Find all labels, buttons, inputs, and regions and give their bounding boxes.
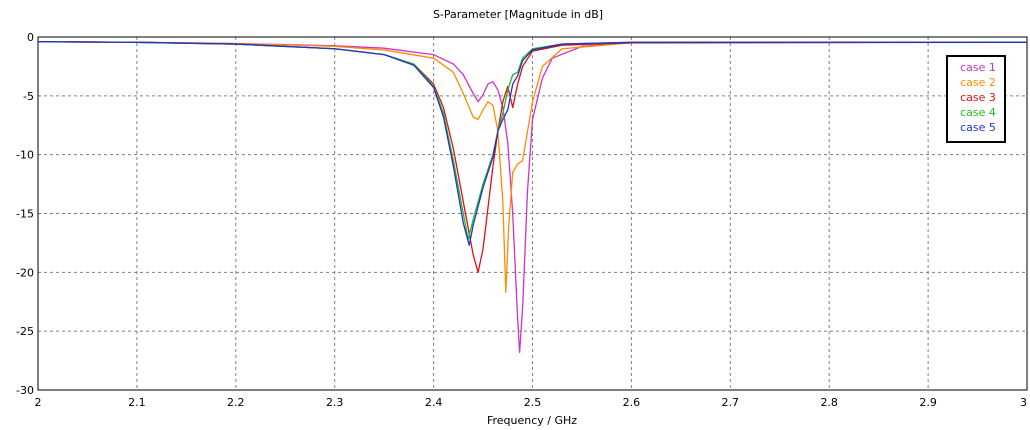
- y-tick-label: -20: [16, 266, 34, 279]
- x-tick-label: 2.8: [820, 396, 838, 409]
- y-tick-labels: 0 -5 -10 -15 -20 -25 -30: [16, 31, 34, 397]
- series-line-case-5: [37, 41, 1027, 246]
- x-tick-label: 2.6: [623, 396, 641, 409]
- x-tick-labels: 2 2.1 2.2 2.3 2.4 2.5 2.6 2.7 2.8 2.9 3: [35, 396, 1028, 409]
- series-line-case-1: [37, 41, 1027, 353]
- x-tick-label: 2.4: [425, 396, 443, 409]
- x-tick-label: 2.9: [919, 396, 937, 409]
- legend-entry-case-1: case 1: [960, 61, 996, 74]
- y-tick-label: -30: [16, 384, 34, 397]
- y-tick-label: -15: [16, 208, 34, 221]
- x-tick-label: 2.2: [227, 396, 245, 409]
- legend-entry-case-4: case 4: [960, 106, 996, 119]
- y-tick-label: -25: [16, 325, 34, 338]
- chart-title: S-Parameter [Magnitude in dB]: [433, 8, 603, 21]
- grid: [38, 37, 1027, 390]
- legend-box: [946, 55, 1006, 143]
- series-lines: [37, 41, 1028, 353]
- x-tick-label: 2.5: [524, 396, 542, 409]
- legend-entry-case-5: case 5: [960, 121, 996, 134]
- x-tick-label: 2: [35, 396, 42, 409]
- legend-entry-case-2: case 2: [960, 76, 996, 89]
- x-tick-label: 2.3: [326, 396, 344, 409]
- y-tick-label: -10: [16, 149, 34, 162]
- x-tick-label: 2.7: [722, 396, 740, 409]
- legend: case 1 case 2 case 3 case 4 case 5: [946, 55, 1006, 143]
- plot-area: [37, 36, 1028, 391]
- x-tick-label: 3: [1020, 396, 1027, 409]
- y-tick-label: -5: [23, 90, 34, 103]
- series-line-case-2: [37, 41, 1027, 293]
- y-tick-label: 0: [27, 31, 34, 44]
- x-tick-label: 2.1: [128, 396, 146, 409]
- legend-entry-case-3: case 3: [960, 91, 996, 104]
- x-axis-label: Frequency / GHz: [487, 414, 577, 427]
